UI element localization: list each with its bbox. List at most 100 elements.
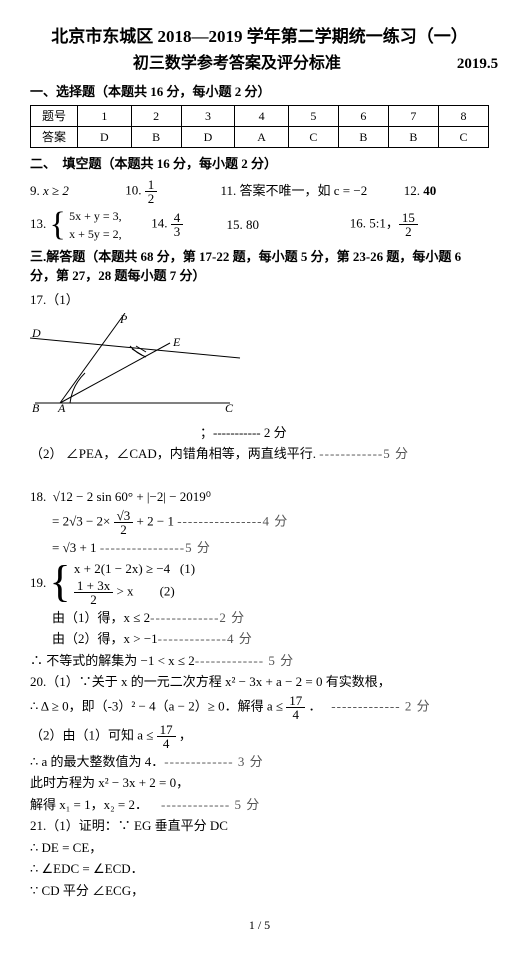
q17-mark1: ；----------- 2 分 bbox=[30, 423, 489, 443]
q19-e1: x + 2(1 − 2x) ≥ −4 bbox=[74, 561, 170, 576]
answer-table: 题号 1 2 3 4 5 6 7 8 答案 D B D A C B B C bbox=[30, 105, 489, 148]
ans: B bbox=[338, 127, 388, 148]
q16-label: 16. bbox=[350, 215, 366, 230]
q20-fn: 17 bbox=[286, 694, 305, 708]
q19: 19. { x + 2(1 − 2x) ≥ −4 (1) 1 + 3x2 > x… bbox=[30, 559, 489, 606]
thnum: 1 bbox=[78, 106, 132, 127]
ans: C bbox=[288, 127, 338, 148]
q17-label: 17.（1） bbox=[30, 290, 489, 310]
q15-label: 15. bbox=[227, 217, 243, 232]
q21-l4: ∵ CD 平分 ∠ECG， bbox=[30, 881, 489, 901]
thnum: 4 bbox=[235, 106, 289, 127]
q19-e2n: 1 + 3x bbox=[74, 579, 113, 593]
q18-l2a: = 2√3 − 2× bbox=[52, 513, 110, 528]
ans: C bbox=[438, 127, 488, 148]
section2-heading: 二、 填空题（本题共 16 分，每小题 2 分） bbox=[30, 154, 489, 174]
q9-label: 9. bbox=[30, 183, 40, 198]
q19-e2b: > x bbox=[113, 583, 133, 598]
brace-icon: { bbox=[50, 567, 71, 597]
q17-p2-text: ∠PEA，∠CAD，内错角相等，两直线平行. bbox=[66, 446, 316, 461]
q20-m2: ------------- 3 分 bbox=[164, 754, 263, 769]
fill-row-2: 13. { 5x + y = 3, x + 5y = 2, 14. 43 15.… bbox=[30, 207, 489, 243]
q17-p2-label: （2） bbox=[30, 446, 63, 461]
q21-l1: 21.（1）证明：∵ EG 垂直平分 DC bbox=[30, 816, 489, 836]
q20-m1: ------------- 2 分 bbox=[331, 698, 430, 713]
ans: D bbox=[78, 127, 132, 148]
q19-e2d: 2 bbox=[74, 593, 113, 606]
q11-label: 11. bbox=[221, 183, 237, 198]
q14-den: 3 bbox=[171, 225, 184, 238]
q19-m1: -------------2 分 bbox=[150, 610, 245, 625]
thnum: 5 bbox=[288, 106, 338, 127]
q16-ratio: 5:1， bbox=[369, 215, 399, 230]
q12-label: 12. bbox=[404, 183, 420, 198]
thnum: 8 bbox=[438, 106, 488, 127]
q13-e2: x + 5y = 2, bbox=[69, 225, 122, 243]
fig-label-A: A bbox=[57, 401, 66, 413]
q16-den: 2 bbox=[399, 225, 418, 238]
fig-label-E: E bbox=[172, 335, 181, 349]
q16-num: 15 bbox=[399, 211, 418, 225]
q14-label: 14. bbox=[151, 215, 167, 230]
fill-row-1: 9. x ≥ 2 10. 12 11. 答案不唯一，如 c = −2 12. 4… bbox=[30, 178, 489, 205]
q10-den: 2 bbox=[145, 192, 158, 205]
q20-fd: 4 bbox=[286, 708, 305, 721]
thnum: 7 bbox=[388, 106, 438, 127]
q15-text: 80 bbox=[246, 217, 259, 232]
q20-fn2: 17 bbox=[157, 723, 176, 737]
q18-line2: = 2√3 − 2× √32 + 2 − 1 ----------------4… bbox=[30, 509, 489, 536]
q21-l3: ∴ ∠EDC = ∠ECD． bbox=[30, 859, 489, 879]
q20-l6: 解得 x₁ = 1，x₂ = 2． bbox=[30, 797, 148, 812]
q11-text: 答案不唯一，如 c = −2 bbox=[240, 183, 368, 198]
ans: B bbox=[131, 127, 181, 148]
row1-label: 题号 bbox=[31, 106, 78, 127]
q18-l2n: √3 bbox=[114, 509, 134, 523]
q13-e1: 5x + y = 3, bbox=[69, 207, 122, 225]
q19-m2: -------------4 分 bbox=[158, 631, 253, 646]
q19-l2: 由（2）得，x > −1 bbox=[52, 631, 158, 646]
q19-l3: ∴ 不等式的解集为 −1 < x ≤ 2 bbox=[30, 653, 195, 668]
q20-l4: ∴ a 的最大整数值为 4． bbox=[30, 754, 164, 769]
section1-heading: 一、选择题（本题共 16 分，每小题 2 分） bbox=[30, 82, 489, 102]
thnum: 6 bbox=[338, 106, 388, 127]
q13-label: 13. bbox=[30, 215, 46, 230]
page-number: 1 / 5 bbox=[30, 916, 489, 934]
q18-main: √12 − 2 sin 60° + |−2| − 2019⁰ bbox=[53, 489, 211, 504]
q14-num: 4 bbox=[171, 211, 184, 225]
q18-l2d: 2 bbox=[114, 523, 134, 536]
q17-figure: P E D B A C bbox=[30, 313, 489, 419]
q10-num: 1 bbox=[145, 178, 158, 192]
fig-label-B: B bbox=[32, 401, 40, 413]
q18-m3: ----------------5 分 bbox=[100, 540, 211, 555]
q18-l2b: + 2 − 1 bbox=[137, 513, 174, 528]
q17-part2: （2） ∠PEA，∠CAD，内错角相等，两直线平行. ------------5… bbox=[30, 444, 489, 464]
thnum: 3 bbox=[181, 106, 235, 127]
q21-l2: ∴ DE = CE， bbox=[30, 838, 489, 858]
brace-icon: { bbox=[50, 210, 66, 240]
ans: D bbox=[181, 127, 235, 148]
q18-line3: = √3 + 1 ----------------5 分 bbox=[30, 538, 489, 558]
q18-l3: = √3 + 1 bbox=[52, 540, 97, 555]
q20-l3b: ， bbox=[179, 727, 192, 742]
ans: B bbox=[388, 127, 438, 148]
fig-label-C: C bbox=[225, 401, 234, 413]
q12-text: 40 bbox=[423, 183, 436, 198]
ans: A bbox=[235, 127, 289, 148]
q19-m3: ------------- 5 分 bbox=[195, 653, 294, 668]
q19-t2: (2) bbox=[160, 583, 175, 598]
q20-fd2: 4 bbox=[157, 737, 176, 750]
q20-l1: 20.（1）∵关于 x 的一元二次方程 x² − 3x + a − 2 = 0 … bbox=[30, 672, 489, 692]
doc-date: 2019.5 bbox=[457, 56, 498, 72]
doc-title-2-row: 初三数学参考答案及评分标准 2019.5 bbox=[30, 52, 489, 76]
doc-title-1: 北京市东城区 2018—2019 学年第二学期统一练习（一） bbox=[30, 24, 489, 50]
q20-l3: （2）由（1）可知 a ≤ bbox=[30, 727, 153, 742]
fig-label-D: D bbox=[31, 326, 41, 340]
row2-label: 答案 bbox=[31, 127, 78, 148]
q18: 18. √12 − 2 sin 60° + |−2| − 2019⁰ bbox=[30, 487, 489, 507]
doc-title-2: 初三数学参考答案及评分标准 bbox=[133, 55, 341, 72]
section3-heading: 三.解答题（本题共 68 分，第 17-22 题，每小题 5 分，第 23-26… bbox=[30, 247, 489, 286]
thnum: 2 bbox=[131, 106, 181, 127]
q20-l2b: ． bbox=[309, 698, 322, 713]
q17-mark2: ------------5 分 bbox=[319, 446, 409, 461]
q10-label: 10. bbox=[125, 182, 141, 197]
